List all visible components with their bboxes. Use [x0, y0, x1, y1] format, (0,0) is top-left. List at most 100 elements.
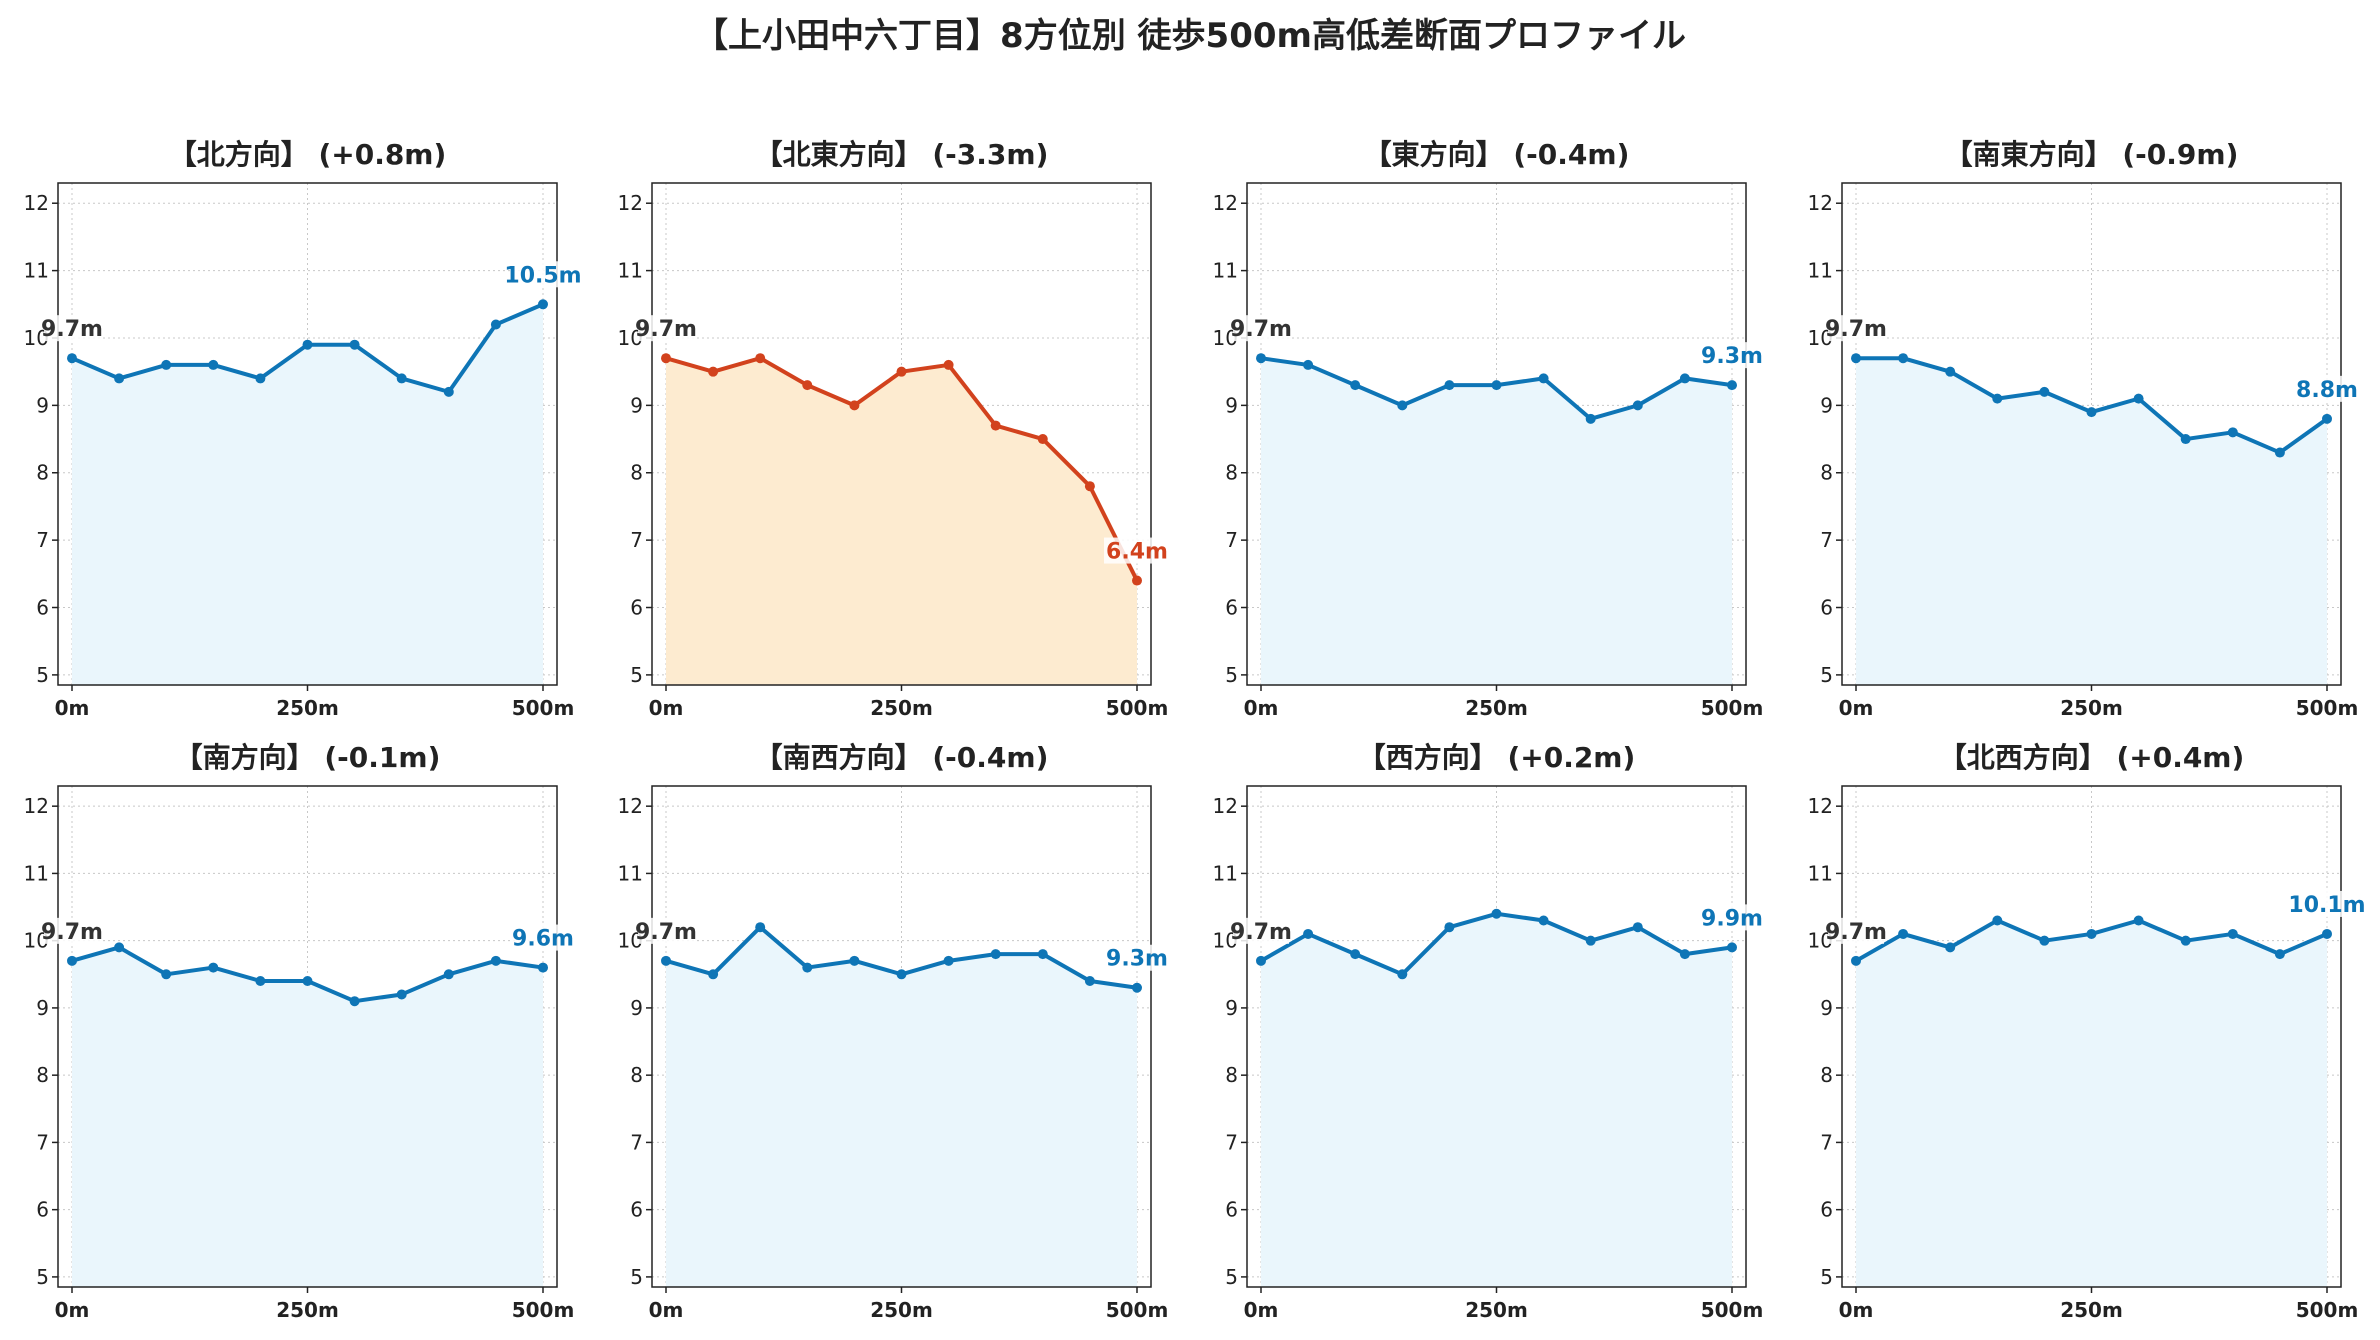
end-label-bg [510, 261, 576, 288]
x-tick-label: 250m [276, 1298, 339, 1322]
y-tick-label: 9 [1820, 393, 1833, 417]
data-point [1538, 373, 1549, 384]
data-point [1132, 982, 1142, 993]
x-tick-label: 0m [55, 1298, 90, 1322]
data-point [1350, 380, 1361, 391]
x-tick-label: 0m [1839, 696, 1874, 720]
data-point [708, 969, 719, 980]
y-tick-label: 11 [618, 861, 643, 885]
y-tick-label: 8 [1225, 1063, 1238, 1087]
y-tick-label: 12 [618, 794, 643, 818]
data-point [661, 955, 671, 966]
area-fill [1261, 358, 1732, 685]
data-point [1491, 380, 1502, 391]
data-point [1898, 928, 1909, 939]
area-fill [1856, 920, 2327, 1287]
data-point [1851, 353, 1861, 364]
data-point [1679, 373, 1690, 384]
y-tick-label: 5 [630, 1265, 643, 1289]
data-point [302, 339, 313, 350]
y-tick-label: 12 [1808, 794, 1833, 818]
y-tick-label: 11 [24, 861, 49, 885]
data-point [755, 353, 766, 364]
data-point [2039, 935, 2050, 946]
data-point [1397, 969, 1408, 980]
start-value-label: 9.7m [635, 317, 697, 342]
end-label-bg [1699, 904, 1765, 931]
start-label-bg [1828, 917, 1884, 944]
data-point [2180, 434, 2191, 445]
data-point [1350, 949, 1361, 960]
data-point [490, 955, 501, 966]
data-point [1945, 942, 1956, 953]
data-point [1397, 400, 1408, 411]
data-point [67, 955, 77, 966]
data-point [990, 420, 1001, 431]
panel-title: 【南方向】 (-0.1m) [175, 741, 441, 774]
data-point [1585, 413, 1596, 424]
data-point [1037, 949, 1048, 960]
data-point [538, 962, 548, 973]
end-value-label: 8.8m [2296, 378, 2358, 403]
start-value-label: 9.7m [635, 920, 697, 945]
data-point [302, 976, 313, 987]
panel-title: 【南西方向】 (-0.4m) [755, 741, 1049, 774]
y-tick-label: 5 [1820, 1265, 1833, 1289]
x-tick-label: 500m [2296, 696, 2359, 720]
x-tick-label: 500m [512, 696, 575, 720]
x-tick-label: 500m [1106, 1298, 1169, 1322]
data-point [208, 359, 219, 370]
y-tick-label: 8 [36, 461, 49, 485]
y-tick-label: 7 [36, 528, 49, 552]
y-tick-label: 5 [1820, 663, 1833, 687]
data-point [255, 373, 266, 384]
data-point [1303, 928, 1314, 939]
y-tick-label: 9 [1225, 393, 1238, 417]
data-point [1444, 922, 1455, 933]
x-tick-label: 500m [512, 1298, 575, 1322]
area-fill [72, 304, 543, 685]
panel-title: 【南東方向】 (-0.9m) [1945, 138, 2239, 171]
panel-title: 【北西方向】 (+0.4m) [1939, 741, 2245, 774]
start-value-label: 9.7m [1825, 317, 1887, 342]
start-value-label: 9.7m [41, 317, 103, 342]
data-point [114, 373, 125, 384]
end-label-bg [1699, 342, 1765, 369]
y-tick-label: 9 [630, 393, 643, 417]
area-fill [666, 927, 1137, 1287]
data-point [802, 380, 813, 391]
data-point [114, 942, 125, 953]
y-tick-label: 12 [1213, 794, 1238, 818]
y-tick-label: 7 [1820, 528, 1833, 552]
x-tick-label: 0m [1244, 1298, 1279, 1322]
x-tick-label: 250m [1465, 696, 1528, 720]
end-value-label: 9.3m [1701, 344, 1763, 369]
y-tick-label: 9 [1820, 996, 1833, 1020]
y-tick-label: 11 [1808, 259, 1833, 283]
data-point [943, 955, 954, 966]
data-point [1491, 908, 1502, 919]
data-point [849, 955, 860, 966]
y-tick-label: 6 [1225, 1198, 1238, 1222]
data-point [1679, 949, 1690, 960]
y-tick-label: 8 [36, 1063, 49, 1087]
y-tick-label: 11 [24, 259, 49, 283]
data-point [896, 366, 907, 377]
data-point [1992, 915, 2003, 926]
y-tick-label: 6 [1225, 596, 1238, 620]
data-point [1256, 353, 1266, 364]
y-tick-label: 8 [1820, 461, 1833, 485]
x-tick-label: 250m [870, 696, 933, 720]
data-point [1585, 935, 1596, 946]
start-label-bg [638, 315, 694, 342]
data-point [161, 969, 172, 980]
end-label-bg [1104, 944, 1170, 971]
data-point [208, 962, 219, 973]
start-value-label: 9.7m [1230, 920, 1292, 945]
y-tick-label: 8 [1225, 461, 1238, 485]
